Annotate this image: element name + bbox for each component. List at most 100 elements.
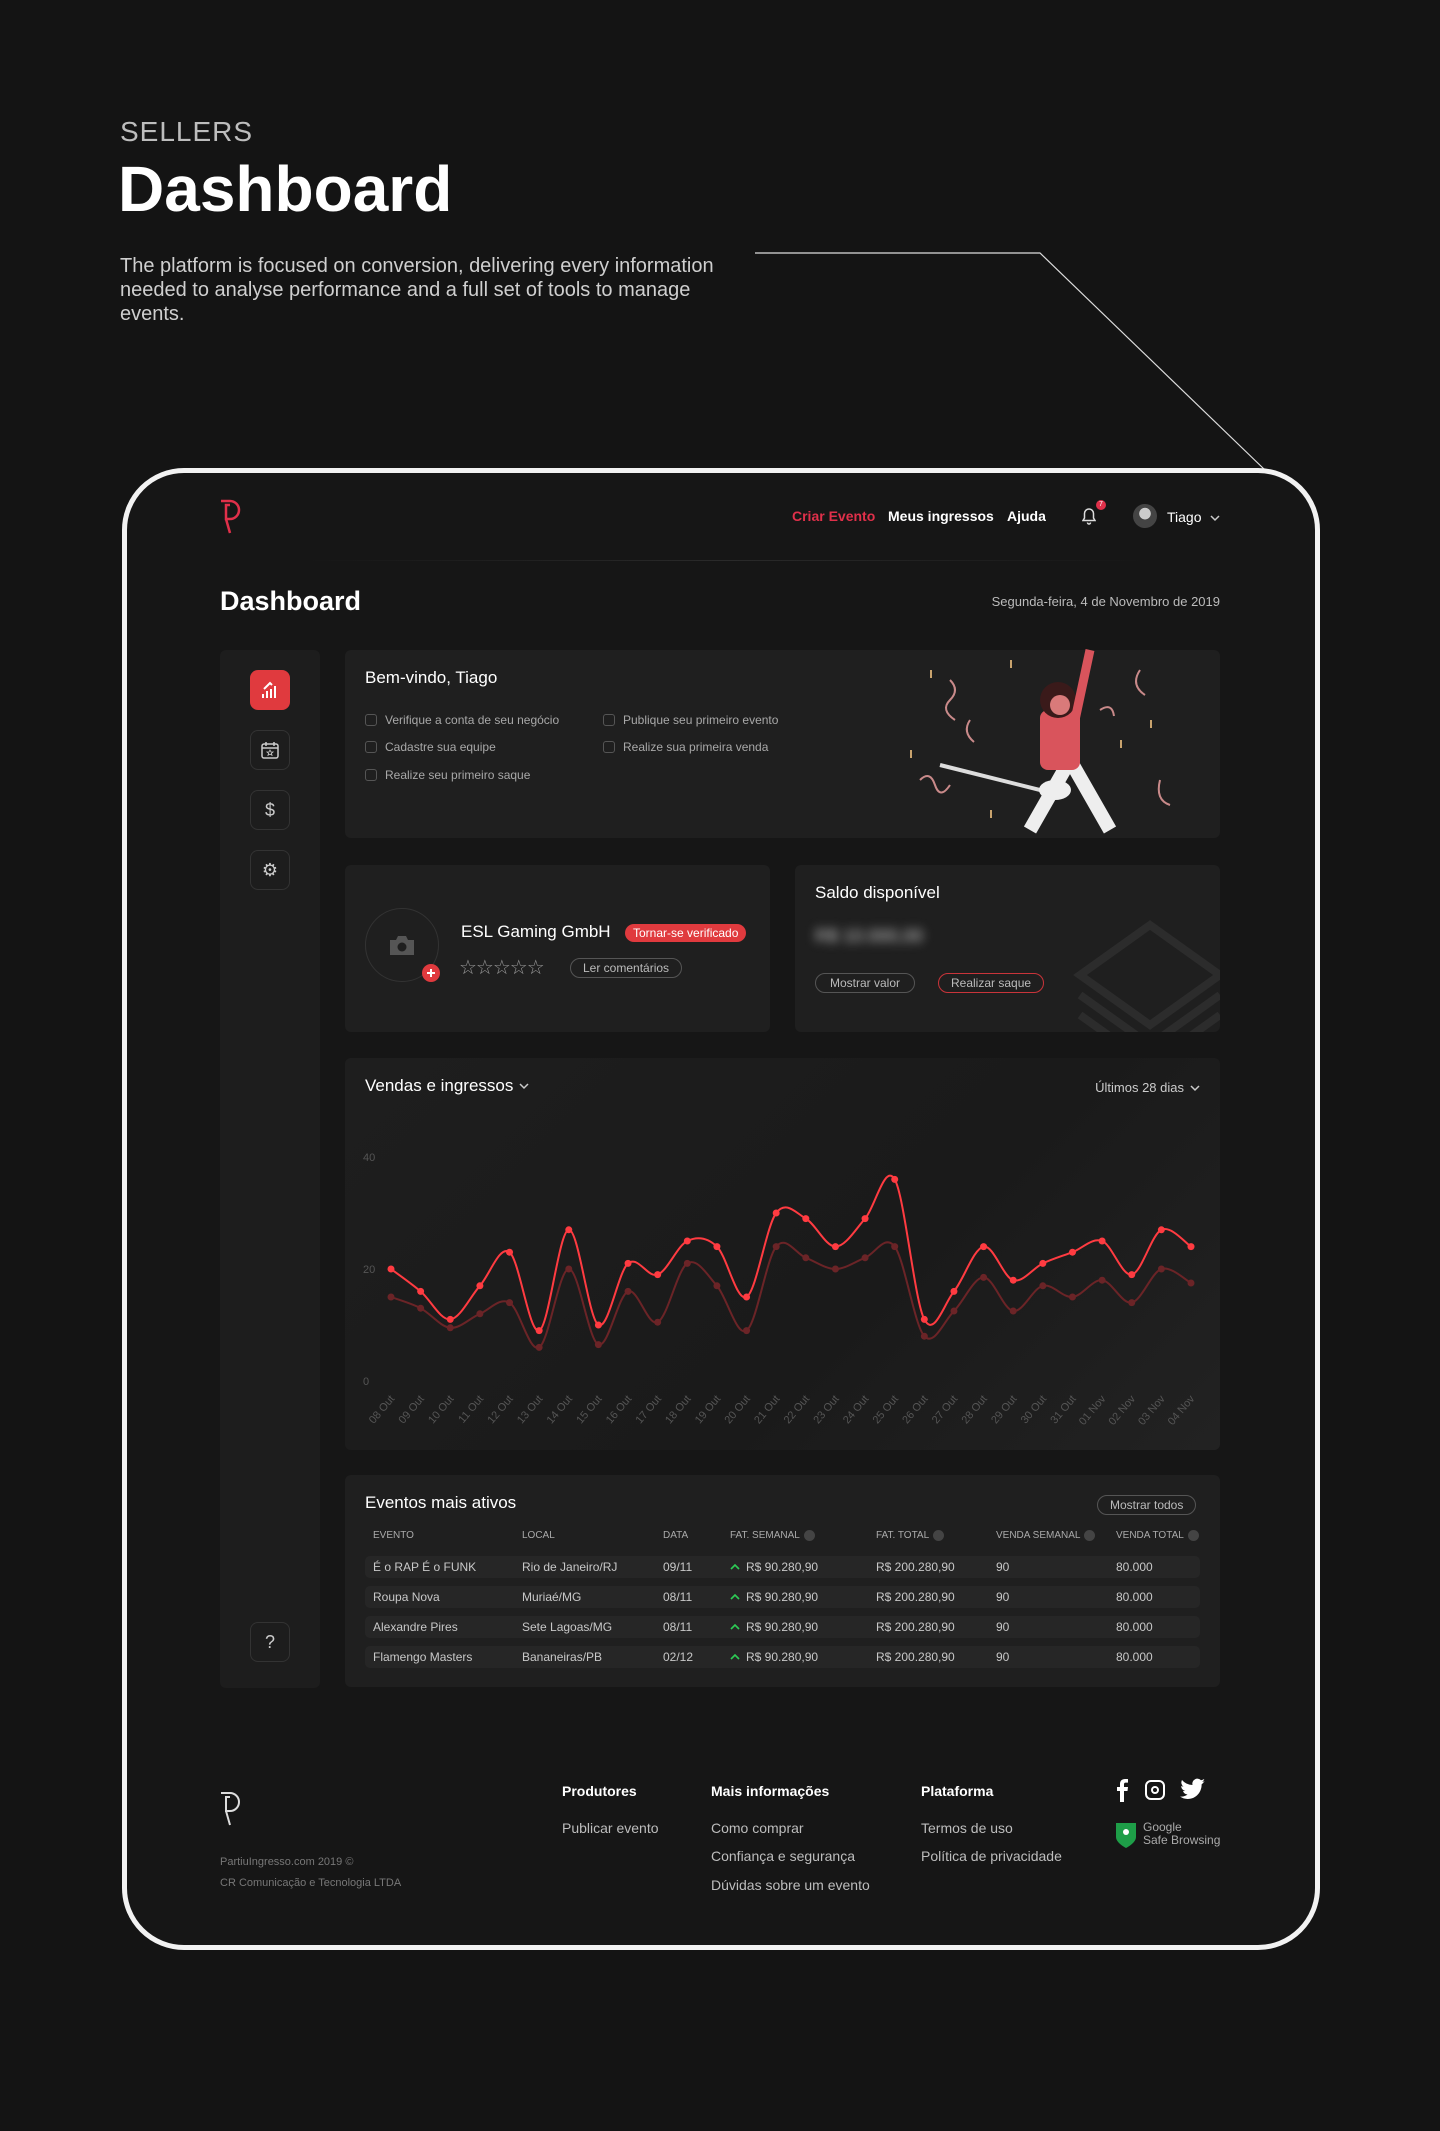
data-point <box>594 1321 602 1329</box>
data-point <box>1039 1259 1047 1267</box>
nav-my-tickets[interactable]: Meus ingressos <box>888 508 994 524</box>
x-tick-label: 30 Out <box>1019 1393 1049 1426</box>
avatar[interactable] <box>1133 504 1157 528</box>
data-point <box>624 1259 632 1267</box>
table-cell: Flamengo Masters <box>373 1650 473 1664</box>
table-cell: 09/11 <box>663 1560 693 1574</box>
footer-link[interactable]: Política de privacidade <box>921 1848 1062 1864</box>
table-cell: R$ 90.280,90 <box>746 1650 819 1664</box>
data-point <box>624 1287 632 1295</box>
nav-help[interactable]: Ajuda <box>1007 508 1046 524</box>
data-point <box>387 1265 395 1273</box>
data-point <box>802 1254 810 1262</box>
table-cell: Sete Lagoas/MG <box>522 1620 613 1634</box>
data-point <box>772 1209 780 1217</box>
sidebar-item-finance[interactable]: $ <box>250 790 290 830</box>
twitter-icon[interactable] <box>1180 1778 1206 1800</box>
show-all-button[interactable]: Mostrar todos <box>1097 1495 1197 1515</box>
footer-link[interactable]: Confiança e segurança <box>711 1848 855 1864</box>
bell-icon[interactable] <box>1082 507 1096 525</box>
table-row[interactable] <box>365 1646 1200 1668</box>
task-item[interactable]: Verifique a conta de seu negócio <box>365 713 559 727</box>
user-name[interactable]: Tiago <box>1167 509 1202 525</box>
sidebar-help-button[interactable]: ? <box>250 1622 290 1662</box>
data-point <box>1187 1243 1195 1251</box>
chevron-down-icon[interactable] <box>1210 514 1220 522</box>
data-point <box>831 1243 839 1251</box>
sidebar <box>220 650 320 1688</box>
y-tick-label: 20 <box>363 1264 375 1276</box>
chart-title-dropdown[interactable]: Vendas e ingressos <box>365 1076 529 1096</box>
table-row[interactable] <box>365 1616 1200 1638</box>
verify-badge[interactable]: Tornar-se verificado <box>625 924 747 942</box>
data-point <box>1187 1279 1195 1287</box>
x-tick-label: 29 Out <box>989 1393 1019 1426</box>
help-icon[interactable] <box>933 1530 945 1541</box>
trend-up-icon <box>730 1623 740 1630</box>
facebook-icon[interactable] <box>1115 1778 1129 1802</box>
notification-badge: 7 <box>1096 500 1106 510</box>
table-cell: R$ 200.280,90 <box>876 1560 955 1574</box>
nav-create-event[interactable]: Criar Evento <box>792 508 876 524</box>
check-icon <box>365 714 377 726</box>
x-tick-label: 28 Out <box>959 1393 989 1426</box>
task-item[interactable]: Realize sua primeira venda <box>603 740 768 754</box>
page-title: Dashboard <box>220 586 362 616</box>
table-cell: R$ 200.280,90 <box>876 1590 955 1604</box>
table-row[interactable] <box>365 1556 1200 1578</box>
sidebar-item-settings[interactable]: ⚙︎ <box>250 850 290 890</box>
hero-description: The platform is focused on conversion, d… <box>120 255 714 325</box>
period-dropdown[interactable]: Últimos 28 dias <box>1095 1080 1200 1095</box>
data-point <box>683 1259 691 1267</box>
footer-link[interactable]: Como comprar <box>711 1820 804 1836</box>
table-cell: 08/11 <box>663 1590 693 1604</box>
footer-link[interactable]: Dúvidas sobre um evento <box>711 1877 870 1893</box>
data-point <box>535 1343 543 1351</box>
task-item[interactable]: Realize seu primeiro saque <box>365 768 530 782</box>
company-name: ESL Gaming GmbH <box>461 922 611 941</box>
footer-heading-more-info: Mais informações <box>711 1783 830 1799</box>
task-item[interactable]: Publique seu primeiro evento <box>603 713 778 727</box>
task-item[interactable]: Cadastre sua equipe <box>365 740 496 754</box>
help-icon[interactable] <box>803 1530 815 1541</box>
section-eyebrow: SELLERS <box>120 116 254 147</box>
withdraw-button[interactable]: Realizar saque <box>938 973 1045 993</box>
footer-logo-icon[interactable] <box>218 1790 242 1828</box>
safe-browsing-shield-icon <box>1116 1823 1136 1848</box>
data-point <box>476 1310 484 1318</box>
show-value-button[interactable]: Mostrar valor <box>815 973 916 993</box>
footer-link[interactable]: Publicar evento <box>562 1820 659 1836</box>
check-icon <box>365 769 377 781</box>
column-header: FAT. SEMANAL <box>730 1530 815 1541</box>
x-tick-label: 20 Out <box>722 1393 752 1426</box>
sidebar-item-dashboard[interactable] <box>250 670 290 710</box>
instagram-icon[interactable] <box>1145 1780 1165 1800</box>
chart-icon <box>262 681 276 698</box>
data-point <box>446 1324 454 1332</box>
table-cell: 80.000 <box>1116 1650 1153 1664</box>
table-cell: R$ 90.280,90 <box>746 1560 819 1574</box>
data-point <box>1128 1271 1136 1279</box>
data-point <box>535 1327 543 1335</box>
camera-icon <box>390 936 414 955</box>
help-icon: ? <box>264 1631 275 1652</box>
help-icon[interactable] <box>1084 1530 1096 1541</box>
sidebar-item-events[interactable] <box>250 730 290 770</box>
safe-browsing-label: Google Safe Browsing <box>1143 1820 1221 1847</box>
add-photo-icon[interactable] <box>422 964 440 982</box>
check-icon <box>603 714 615 726</box>
data-point <box>1098 1276 1106 1284</box>
data-point <box>920 1315 928 1323</box>
logo-icon[interactable] <box>218 498 242 536</box>
reviews-button[interactable]: Ler comentários <box>570 958 683 978</box>
profile-photo-upload[interactable] <box>365 908 439 982</box>
help-icon[interactable] <box>1187 1530 1199 1541</box>
column-header: LOCAL <box>522 1530 555 1541</box>
x-tick-label: 04 Nov <box>1166 1393 1198 1428</box>
table-row[interactable] <box>365 1586 1200 1608</box>
footer-link[interactable]: Termos de uso <box>921 1820 1013 1836</box>
events-title: Eventos mais ativos <box>365 1493 517 1512</box>
data-point <box>920 1332 928 1340</box>
table-cell: 90 <box>996 1650 1010 1664</box>
x-tick-label: 10 Out <box>426 1393 456 1426</box>
